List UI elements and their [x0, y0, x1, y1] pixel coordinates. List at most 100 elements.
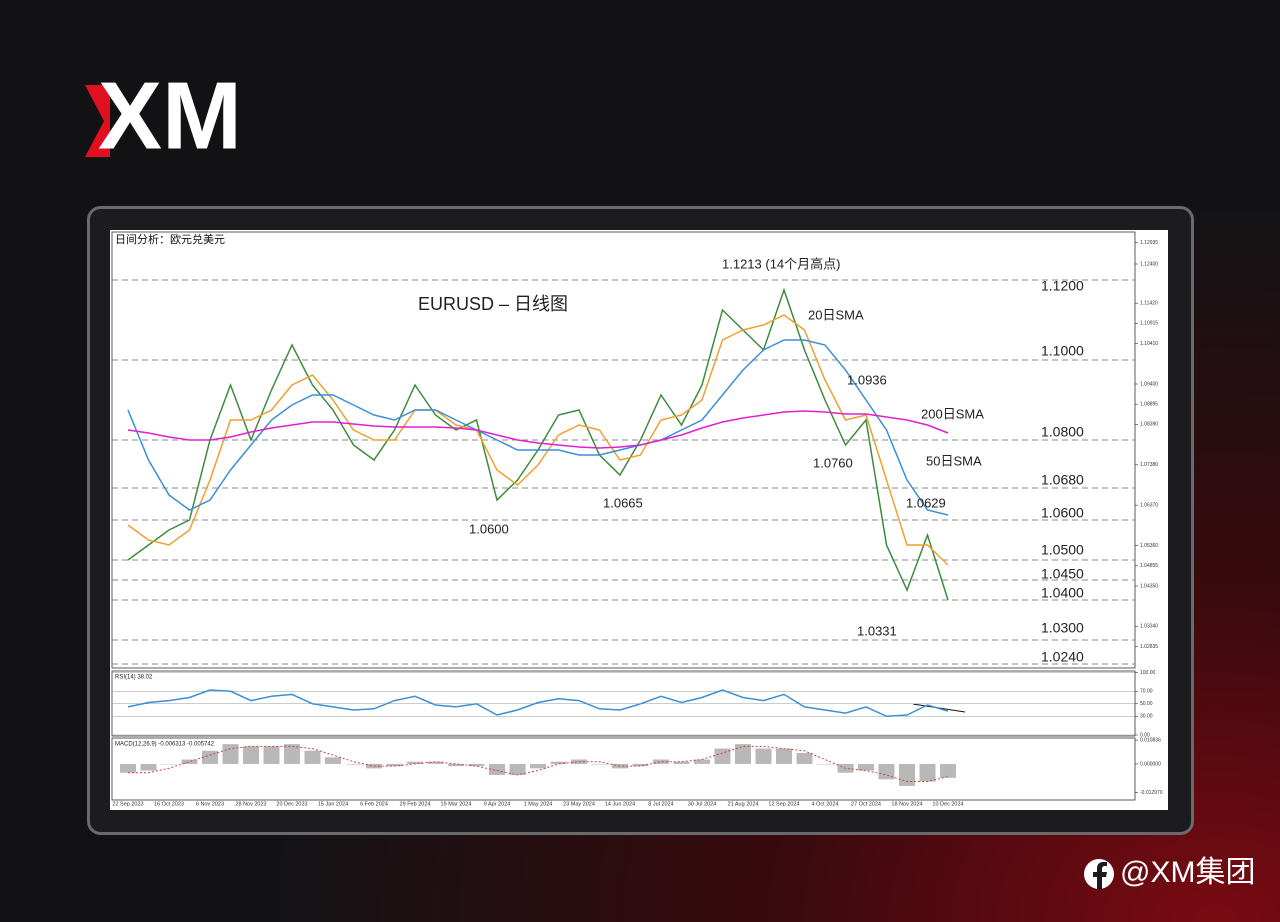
x-tick-label: 18 Nov 2024: [891, 801, 922, 807]
series-line: [127, 314, 949, 566]
bar: [755, 748, 772, 764]
y-tick-label: 1.06370: [1140, 503, 1158, 509]
handle: @XM集团: [1120, 856, 1255, 889]
x-tick-label: 6 Feb 2024: [360, 801, 388, 807]
annotation: 1.0936: [847, 372, 887, 387]
series-label: 50日SMA: [926, 453, 982, 468]
y-tick-label: 0.00: [1140, 732, 1150, 738]
y-tick-label: 1.10410: [1140, 341, 1158, 347]
bar: [735, 744, 751, 764]
annotation: 1.0331: [857, 623, 897, 638]
bar: [817, 763, 833, 765]
y-tick-label: 1.10915: [1140, 321, 1158, 327]
bar: [550, 761, 567, 764]
chart-title: EURUSD – 日线图: [418, 294, 568, 314]
y-tick-label: 70.00: [1140, 689, 1153, 695]
series-label: 200日SMA: [921, 406, 984, 421]
level-label: 1.0600: [1041, 505, 1084, 521]
bar: [468, 763, 485, 767]
x-tick-label: 10 Dec 2024: [932, 801, 963, 807]
series-line: [127, 689, 949, 718]
bar: [919, 763, 936, 782]
logo: XM: [98, 62, 242, 169]
x-tick-label: 21 Aug 2024: [728, 801, 759, 807]
bar: [530, 763, 546, 769]
level-label: 1.0400: [1041, 585, 1084, 601]
bar: [591, 763, 608, 765]
x-tick-label: 9 Apr 2024: [484, 801, 511, 807]
y-tick-label: 50.00: [1140, 701, 1153, 707]
bar: [694, 759, 710, 764]
x-tick-label: 12 Sep 2024: [768, 801, 799, 807]
bar: [263, 746, 280, 764]
x-tick-label: 15 Jan 2024: [318, 801, 348, 807]
level-label: 1.0300: [1041, 620, 1084, 636]
bar: [222, 744, 239, 764]
x-tick-label: 22 Sep 2023: [112, 801, 143, 807]
annotation: 1.0665: [603, 495, 643, 510]
x-tick-label: 30 Jul 2024: [688, 801, 716, 807]
level-label: 1.0800: [1041, 424, 1084, 440]
signal-line: [128, 745, 949, 782]
y-tick-label: 1.04855: [1140, 563, 1158, 569]
x-tick-label: 1 May 2024: [524, 801, 553, 807]
bar: [345, 763, 362, 765]
annotation: 1.1213 (14个月高点): [722, 256, 841, 271]
annotation: 1.0600: [469, 521, 509, 536]
bar: [878, 763, 895, 780]
bar: [284, 744, 300, 764]
bar: [427, 761, 444, 764]
y-tick-label: 1.05360: [1140, 543, 1158, 549]
series-line: [127, 410, 949, 449]
macd-title: MACD(12,26,9) -0.006313 -0.005742: [115, 742, 215, 748]
x-tick-label: 29 Feb 2024: [400, 801, 431, 807]
x-tick-label: 6 Nov 2023: [196, 801, 224, 807]
y-tick-label: 1.12400: [1140, 261, 1158, 267]
facebook-glyph: [1093, 862, 1107, 889]
bar: [776, 748, 792, 764]
x-tick-label: 16 Oct 2023: [154, 801, 184, 807]
y-tick-label: 1.03340: [1140, 624, 1158, 630]
y-tick-label: -0.012970: [1140, 790, 1163, 796]
y-tick-label: 30.00: [1140, 714, 1153, 720]
bar: [181, 759, 198, 764]
level-label: 1.0680: [1041, 472, 1084, 488]
y-tick-label: 0.000000: [1140, 761, 1161, 767]
x-tick-label: 19 Mar 2024: [441, 801, 472, 807]
x-tick-label: 14 Jun 2024: [605, 801, 635, 807]
x-tick-label: 28 Nov 2023: [235, 801, 266, 807]
series-line: [127, 339, 949, 516]
y-tick-label: 0.010836: [1140, 737, 1161, 743]
series-label: 20日SMA: [808, 307, 864, 322]
bar: [899, 763, 915, 786]
bar: [714, 748, 731, 764]
y-tick-label: 100.00: [1140, 670, 1156, 676]
annotation: 1.0629: [906, 495, 946, 510]
x-tick-label: 8 Jul 2024: [648, 801, 673, 807]
y-tick-label: 1.08895: [1140, 402, 1158, 408]
level-label: 1.0500: [1041, 542, 1084, 558]
macd-panel: [111, 737, 1136, 801]
bar: [858, 763, 874, 771]
y-tick-label: 1.08390: [1140, 422, 1158, 428]
bar: [489, 763, 505, 775]
bar: [202, 750, 218, 764]
x-tick-label: 27 Oct 2024: [851, 801, 881, 807]
bar: [509, 763, 526, 775]
bar: [448, 763, 464, 767]
bar: [325, 757, 341, 764]
bar: [386, 763, 403, 767]
level-label: 1.1000: [1041, 343, 1084, 359]
y-tick-label: 1.12935: [1140, 240, 1158, 246]
price-panel: [111, 231, 1136, 669]
x-tick-label: 4 Oct 2024: [812, 801, 839, 807]
y-tick-label: 1.04350: [1140, 583, 1158, 589]
annotation: 1.0760: [813, 455, 853, 470]
x-tick-label: 20 Dec 2023: [276, 801, 307, 807]
y-tick-label: 1.02835: [1140, 644, 1158, 650]
bar: [673, 761, 690, 764]
bar: [243, 746, 259, 764]
bar: [161, 763, 177, 765]
